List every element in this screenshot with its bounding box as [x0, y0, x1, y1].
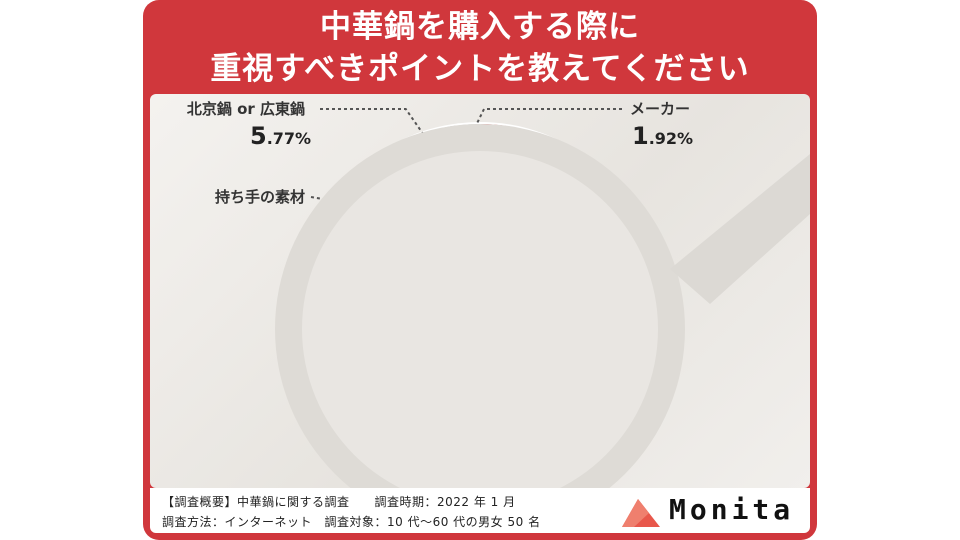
- slice-value-5: 1.92%: [632, 122, 693, 150]
- slice-label-3: 持ち手の素材: [215, 188, 305, 206]
- footer: 【調査概要】中華鍋に関する調査 調査時期：2022 年 1 月 調査方法：インタ…: [150, 488, 810, 533]
- slice-label-4: 北京鍋 or 広東鍋: [187, 100, 305, 118]
- title-line-2: 重視すべきポイントを教えてください: [210, 51, 750, 87]
- brand-logo: Monita: [622, 493, 812, 529]
- title-line-1: 中華鍋を購入する際に: [320, 9, 640, 45]
- slice-label-5: メーカー: [630, 100, 690, 118]
- infographic-frame: 中華鍋を購入する際に 重視すべきポイントを教えてください サイズ・重量40.38…: [143, 0, 817, 540]
- slice-value-4: 5.77%: [250, 122, 311, 150]
- wok-background-decoration: [275, 124, 810, 488]
- triangle-logo-icon: [622, 499, 660, 527]
- chart-title: 中華鍋を購入する際に 重視すべきポイントを教えてください: [143, 6, 817, 90]
- chart-panel: サイズ・重量40.38%本体の素材25.00%評判や口コミ17.31%9.62%…: [150, 94, 810, 488]
- survey-note-line-2: 調査方法：インターネット 調査対象：10 代〜60 代の男女 50 名: [162, 515, 541, 529]
- brand-name: Monita: [669, 493, 795, 526]
- survey-note-line-1: 【調査概要】中華鍋に関する調査 調査時期：2022 年 1 月: [162, 495, 516, 509]
